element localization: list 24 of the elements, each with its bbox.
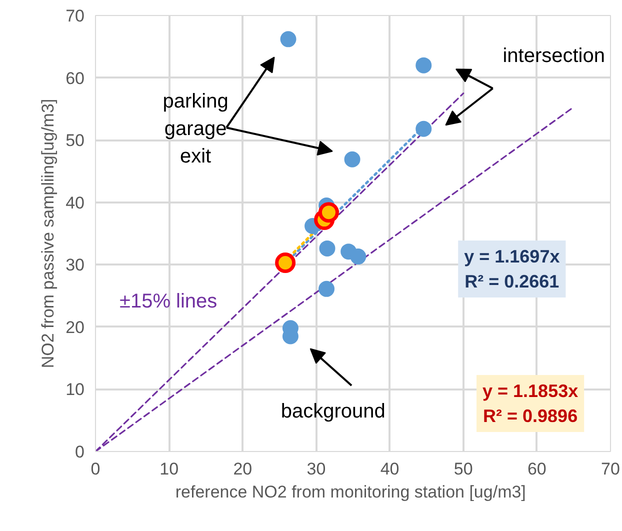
x-tick-label: 40 [380, 460, 400, 478]
x-tick-label: 60 [527, 460, 546, 478]
x-axis-title: reference NO2 from monitoring station [ug/m3] [175, 482, 526, 502]
annotation: intersection [502, 44, 605, 67]
x-tick-label: 10 [160, 460, 179, 478]
y-tick-label: 30 [66, 256, 85, 275]
y-tick-label: 70 [66, 6, 85, 26]
x-tick-label: 50 [454, 460, 473, 478]
annotation: parking garage exit [162, 90, 228, 168]
y-tick-label: 50 [66, 131, 85, 150]
annotation: y = 1.1853x R² = 0.9896 [482, 381, 578, 426]
y-tick-label: 60 [66, 68, 85, 88]
x-tick-label: 70 [601, 460, 620, 478]
x-tick-label: 20 [233, 460, 252, 478]
y-tick-label: 10 [66, 380, 85, 400]
y-tick-label: 20 [66, 318, 85, 337]
annotation: background [280, 400, 386, 423]
annotation: y = 1.1697x R² = 0.2661 [464, 246, 560, 292]
y-tick-label: 0 [75, 442, 85, 462]
y-axis-title: NO2 from passive sampliing[ug/m3] [38, 98, 58, 368]
x-tick-label: 0 [90, 460, 100, 478]
y-tick-label: 40 [66, 193, 85, 212]
annotation: ±15% lines [119, 290, 218, 312]
x-tick-label: 30 [306, 460, 326, 478]
